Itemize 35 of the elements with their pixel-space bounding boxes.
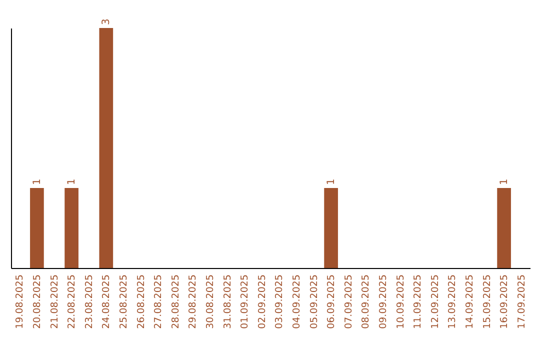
data-label: 1 <box>66 178 78 185</box>
data-label: 3 <box>101 18 112 25</box>
x-tick-label: 05.09.2025 <box>308 274 320 329</box>
x-tick-label: 29.08.2025 <box>188 274 199 329</box>
x-tick-label: 17.09.2025 <box>516 274 528 329</box>
x-tick-label: 04.09.2025 <box>291 274 302 329</box>
x-tick-label: 20.08.2025 <box>32 274 43 329</box>
data-label: 1 <box>32 178 43 185</box>
data-label: 1 <box>499 178 510 185</box>
x-tick-label: 25.08.2025 <box>118 274 130 329</box>
x-tick-label: 07.09.2025 <box>343 274 354 329</box>
x-tick-label: 15.09.2025 <box>482 274 493 329</box>
x-tick-label: 09.09.2025 <box>378 274 389 329</box>
x-tick-label: 01.09.2025 <box>240 274 251 329</box>
x-tick-label: 14.09.2025 <box>464 274 476 329</box>
x-tick-label: 24.08.2025 <box>101 274 112 329</box>
x-tick-label: 16.09.2025 <box>499 274 510 329</box>
x-tick-label: 19.08.2025 <box>14 274 26 329</box>
x-tick-label: 31.08.2025 <box>222 274 234 329</box>
x-tick-label: 23.08.2025 <box>84 274 95 329</box>
data-label: 1 <box>326 178 338 185</box>
x-tick-label: 03.09.2025 <box>274 274 286 329</box>
x-tick-label: 06.09.2025 <box>326 274 338 329</box>
x-tick-label: 28.08.2025 <box>170 274 182 329</box>
x-tick-label: 21.08.2025 <box>49 274 60 329</box>
x-tick-label: 22.08.2025 <box>66 274 78 329</box>
x-tick-label: 26.08.2025 <box>136 274 147 329</box>
x-tick-label: 02.09.2025 <box>256 274 268 329</box>
x-tick-label: 10.09.2025 <box>395 274 406 329</box>
x-tick-label: 12.09.2025 <box>430 274 441 329</box>
x-tick-label: 13.09.2025 <box>447 274 458 329</box>
x-tick-label: 11.09.2025 <box>412 274 424 329</box>
x-tick-label: 30.08.2025 <box>204 274 216 329</box>
x-tick-label: 27.08.2025 <box>153 274 164 329</box>
x-tick-label: 08.09.2025 <box>360 274 372 329</box>
